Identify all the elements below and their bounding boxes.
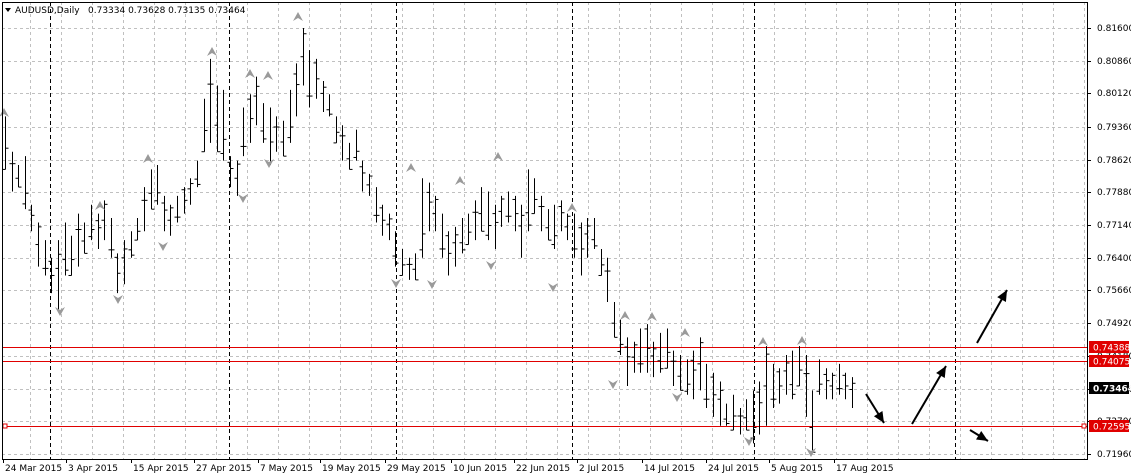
fractal-up-icon — [143, 154, 153, 163]
dropdown-icon[interactable] — [5, 8, 11, 12]
level-price-tag — [1089, 341, 1129, 353]
chart-info: AUDUSD,Daily 0.73334 0.73628 0.73135 0.7… — [5, 6, 246, 16]
price-tick-label: 0.77880 — [1097, 188, 1131, 198]
fractal-up-icon — [647, 312, 657, 321]
price-tick-label: 0.77140 — [1097, 221, 1131, 231]
price-grid — [2, 2, 1087, 459]
fractal-up-icon — [95, 201, 105, 210]
time-tick-label: 24 Jul 2015 — [708, 464, 759, 474]
fractal-up-icon — [758, 337, 768, 346]
time-tick-label: 3 Apr 2015 — [68, 464, 118, 474]
level-price-label: 0.74075 — [1093, 358, 1130, 368]
price-tick-label: 0.81600 — [1097, 24, 1131, 34]
time-tick-label: 5 Aug 2015 — [771, 464, 823, 474]
plot-border — [2, 2, 1088, 460]
fractal-down-icon — [608, 380, 618, 389]
session-dividers — [50, 2, 956, 459]
price-tick-label: 0.79360 — [1097, 123, 1131, 133]
fractal-down-icon — [391, 279, 401, 288]
fractal-down-icon — [264, 159, 274, 168]
level-price-tag — [1089, 420, 1129, 432]
price-tick-label: 0.71960 — [1097, 450, 1131, 460]
ohlc-label: 0.73334 0.73628 0.73135 0.73464 — [88, 6, 246, 16]
forecast-arrow-head-icon — [997, 290, 1007, 303]
time-tick-label: 14 Jul 2015 — [644, 464, 695, 474]
time-tick-label: 7 May 2015 — [260, 464, 313, 474]
forecast-arrow-head-icon — [936, 366, 946, 379]
level-anchor-right — [1081, 423, 1087, 429]
price-axis: 0.81600 0.80860 0.80120 0.79360 0.78620 0.778… — [1087, 24, 1131, 460]
time-tick-label: 22 Jun 2015 — [516, 464, 570, 474]
forecast-arrow-head-icon — [976, 430, 988, 441]
fractal-down-icon — [238, 194, 248, 203]
fractal-down-icon — [548, 283, 558, 292]
fractal-down-icon — [672, 393, 682, 402]
time-tick-label: 15 Apr 2015 — [133, 464, 189, 474]
fractal-up-icon — [680, 328, 690, 337]
time-tick-label: 19 May 2015 — [322, 464, 381, 474]
level-price-tag — [1089, 355, 1129, 367]
current-price-label: 0.73464 — [1093, 385, 1131, 395]
time-tick-label: 24 Mar 2015 — [5, 464, 62, 474]
price-tick-label: 0.80120 — [1097, 89, 1131, 99]
ohlc-bars — [2, 28, 856, 453]
fractal-up-icon — [620, 311, 630, 320]
fractal-up-icon — [455, 176, 465, 185]
fractal-down-icon — [486, 261, 496, 270]
price-tick-label: 0.76400 — [1097, 254, 1131, 264]
time-tick-label: 10 Jun 2015 — [453, 464, 507, 474]
fractal-up-icon — [493, 152, 503, 161]
fractal-up-icon — [797, 336, 807, 345]
price-tick-label: 0.80860 — [1097, 57, 1131, 67]
fractal-up-icon — [245, 69, 255, 78]
fractal-down-icon — [744, 437, 754, 446]
price-tick-label: 0.74920 — [1097, 319, 1131, 329]
symbol-label: AUDUSD,Daily — [15, 6, 80, 16]
fractal-up-icon — [293, 12, 303, 21]
time-tick-label: 17 Aug 2015 — [836, 464, 894, 474]
time-tick-label: 27 Apr 2015 — [196, 464, 252, 474]
fractal-down-icon — [806, 448, 816, 457]
fractal-up-icon — [567, 203, 577, 212]
forecast-arrow-head-icon — [873, 411, 884, 423]
fractal-down-icon — [158, 242, 168, 251]
time-tick-label: 29 May 2015 — [387, 464, 446, 474]
fractal-down-icon — [113, 295, 123, 304]
level-lines — [2, 347, 1087, 429]
fractal-up-icon — [263, 71, 273, 80]
time-axis: 24 Mar 2015 3 Apr 2015 15 Apr 2015 27 Apr 2… — [3, 459, 894, 474]
fractal-down-icon — [427, 280, 437, 289]
level-price-label: 0.72595 — [1093, 423, 1130, 433]
time-tick-label: 2 Jul 2015 — [579, 464, 624, 474]
forecast-arrow-shaft — [911, 365, 947, 425]
level-anchor-left — [2, 423, 8, 429]
fractal-down-icon — [55, 307, 65, 316]
fractal-markers — [0, 12, 816, 457]
price-tick-label: 0.75660 — [1097, 286, 1131, 296]
price-tick-label: 0.78620 — [1097, 156, 1131, 166]
fractal-up-icon — [406, 163, 416, 172]
forecast-arrows — [865, 289, 1008, 442]
current-price-tag — [1089, 382, 1129, 394]
fractal-up-icon — [207, 47, 217, 56]
level-price-label: 0.74388 — [1093, 344, 1130, 354]
